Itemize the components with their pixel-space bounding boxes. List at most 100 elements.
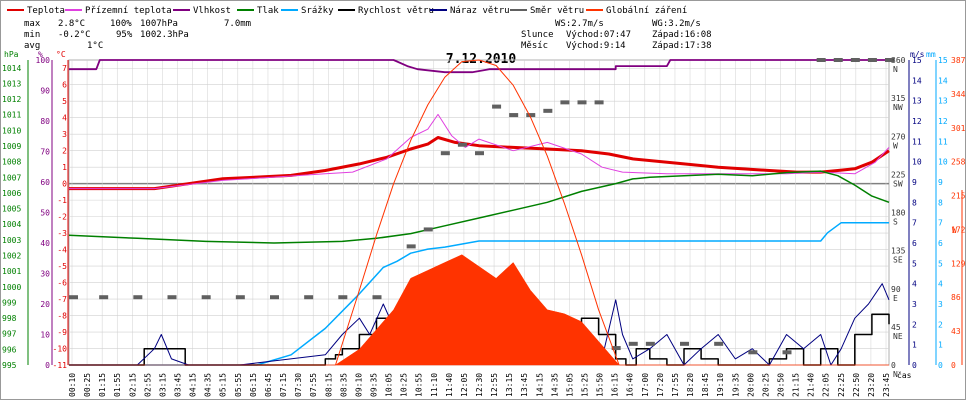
- precip-tick: 14: [938, 76, 948, 85]
- winddir-point: [69, 295, 78, 300]
- pressure-tick: 1014: [2, 64, 21, 73]
- x-tick-label: 21:15: [792, 373, 801, 397]
- winddir-point: [850, 58, 860, 62]
- humidity-tick: 40: [40, 239, 50, 248]
- stat-min-pressure: 1002.3hPa: [140, 30, 189, 40]
- pressure-tick: 1004: [2, 220, 21, 229]
- winddir-point: [509, 113, 519, 118]
- x-tick-label: 22:25: [837, 373, 846, 397]
- x-tick-label: 15:50: [596, 373, 605, 397]
- winddir-point: [867, 58, 877, 62]
- x-tick-label: 13:45: [520, 373, 529, 397]
- pressure-tick: 1002: [2, 252, 21, 261]
- stat-sun-set: Západ:16:08: [652, 30, 712, 40]
- precip-tick: 5: [938, 259, 943, 268]
- wind-tick: 6: [912, 239, 917, 248]
- x-tick-label: 02:15: [128, 373, 137, 397]
- winddir-point: [304, 295, 314, 300]
- wind-tick: 13: [912, 97, 922, 106]
- x-tick-label: 05:55: [234, 373, 243, 397]
- temp-tick: -11: [53, 361, 68, 370]
- x-tick-label: 21:40: [807, 373, 816, 397]
- wind-tick: 12: [912, 117, 922, 126]
- x-tick-label: 18:20: [686, 373, 695, 397]
- temp-tick: -3: [57, 229, 67, 238]
- x-tick-label: 10:55: [415, 373, 424, 397]
- winddir-point: [885, 58, 894, 62]
- x-tick-label: 15:05: [565, 373, 574, 397]
- legend-label: Vlhkost: [193, 6, 231, 16]
- x-tick-label: 01:55: [113, 373, 122, 397]
- x-tick-label: 19:10: [716, 373, 725, 397]
- winddir-tick-dir: NW: [893, 103, 903, 112]
- stat-wg: WG:3.2m/s: [652, 19, 701, 29]
- x-tick-label: 08:15: [324, 373, 333, 397]
- x-tick-label: 00:10: [68, 373, 77, 397]
- series-layer: [68, 58, 894, 366]
- radiation-tick: 387: [951, 56, 966, 65]
- radiation-tick: 258: [951, 158, 966, 167]
- x-tick-label: 02:55: [143, 373, 152, 397]
- pressure-tick: 997: [2, 330, 17, 339]
- x-tick-label: 04:15: [189, 373, 198, 397]
- temp-tick: -1: [57, 196, 67, 205]
- winddir-tick-dir: E: [893, 294, 898, 303]
- humidity-tick: 80: [40, 117, 50, 126]
- winddir-point: [201, 295, 211, 300]
- pressure-tick: 996: [2, 345, 17, 354]
- x-tick-label: 20:25: [761, 373, 770, 397]
- temp-tick: -4: [57, 246, 67, 255]
- temp-tick: 6: [62, 81, 67, 90]
- legend-label: Náraz větru: [450, 6, 510, 16]
- x-tick-label: 18:45: [701, 373, 710, 397]
- wind-tick: 0: [912, 361, 917, 370]
- pressure-tick: 1009: [2, 142, 21, 151]
- winddir-point: [235, 295, 245, 300]
- winddir-point: [423, 227, 433, 232]
- x-tick-label: 23:45: [882, 373, 891, 397]
- precip-tick: 15: [938, 56, 948, 65]
- wind-tick: 14: [912, 76, 922, 85]
- wind-tick: 9: [912, 178, 917, 187]
- pressure-tick: 998: [2, 314, 17, 323]
- precip-tick: 7: [938, 219, 943, 228]
- x-tick-label: 20:00: [746, 373, 755, 397]
- winddir-tick-dir: SW: [893, 179, 903, 188]
- winddir-tick-deg: 225: [891, 170, 906, 179]
- winddir-point: [492, 104, 502, 109]
- temp-tick: -8: [57, 312, 67, 321]
- stat-moon-rise: Východ:9:14: [566, 41, 626, 51]
- precip-tick: 2: [938, 320, 943, 329]
- x-tick-label: 08:35: [339, 373, 348, 397]
- series-sr-ky: [69, 221, 889, 366]
- wind-tick: 7: [912, 219, 917, 228]
- x-tick-label: 20:50: [776, 373, 785, 397]
- winddir-tick-deg: 0: [891, 361, 896, 370]
- winddir-point: [782, 350, 792, 355]
- pressure-tick: 1006: [2, 189, 21, 198]
- temp-tick: -9: [57, 328, 67, 337]
- stat-avg-temp: 1°C: [87, 41, 103, 51]
- radiation-tick: 86: [951, 293, 961, 302]
- humidity-tick: 20: [40, 300, 50, 309]
- winddir-tick-dir: W: [893, 141, 898, 150]
- winddir-point: [372, 295, 382, 300]
- x-tick-label: 09:35: [369, 373, 378, 397]
- humidity-tick: 90: [40, 87, 50, 96]
- temp-tick: 7: [62, 64, 67, 73]
- winddir-tick-dir: S: [893, 218, 898, 227]
- legend-label: Tlak: [257, 6, 279, 16]
- x-tick-label: 09:10: [354, 373, 363, 397]
- radiation-tick: 344: [951, 90, 966, 99]
- radiation-tick: 172: [951, 225, 966, 234]
- pressure-tick: 1011: [2, 111, 21, 120]
- temp-tick: -6: [57, 279, 67, 288]
- winddir-tick-deg: 45: [891, 323, 901, 332]
- stat-moon-label: Měsíc: [521, 41, 548, 51]
- radiation-tick: 0: [951, 361, 956, 370]
- x-tick-label: 10:25: [400, 373, 409, 397]
- temp-tick: 1: [62, 163, 67, 172]
- temp-tick: -10: [53, 345, 68, 354]
- legend-label: Přízemní teplota: [85, 6, 172, 16]
- legend: Teplota Přízemní teplota Vlhkost Tlak Srážky…: [7, 6, 687, 16]
